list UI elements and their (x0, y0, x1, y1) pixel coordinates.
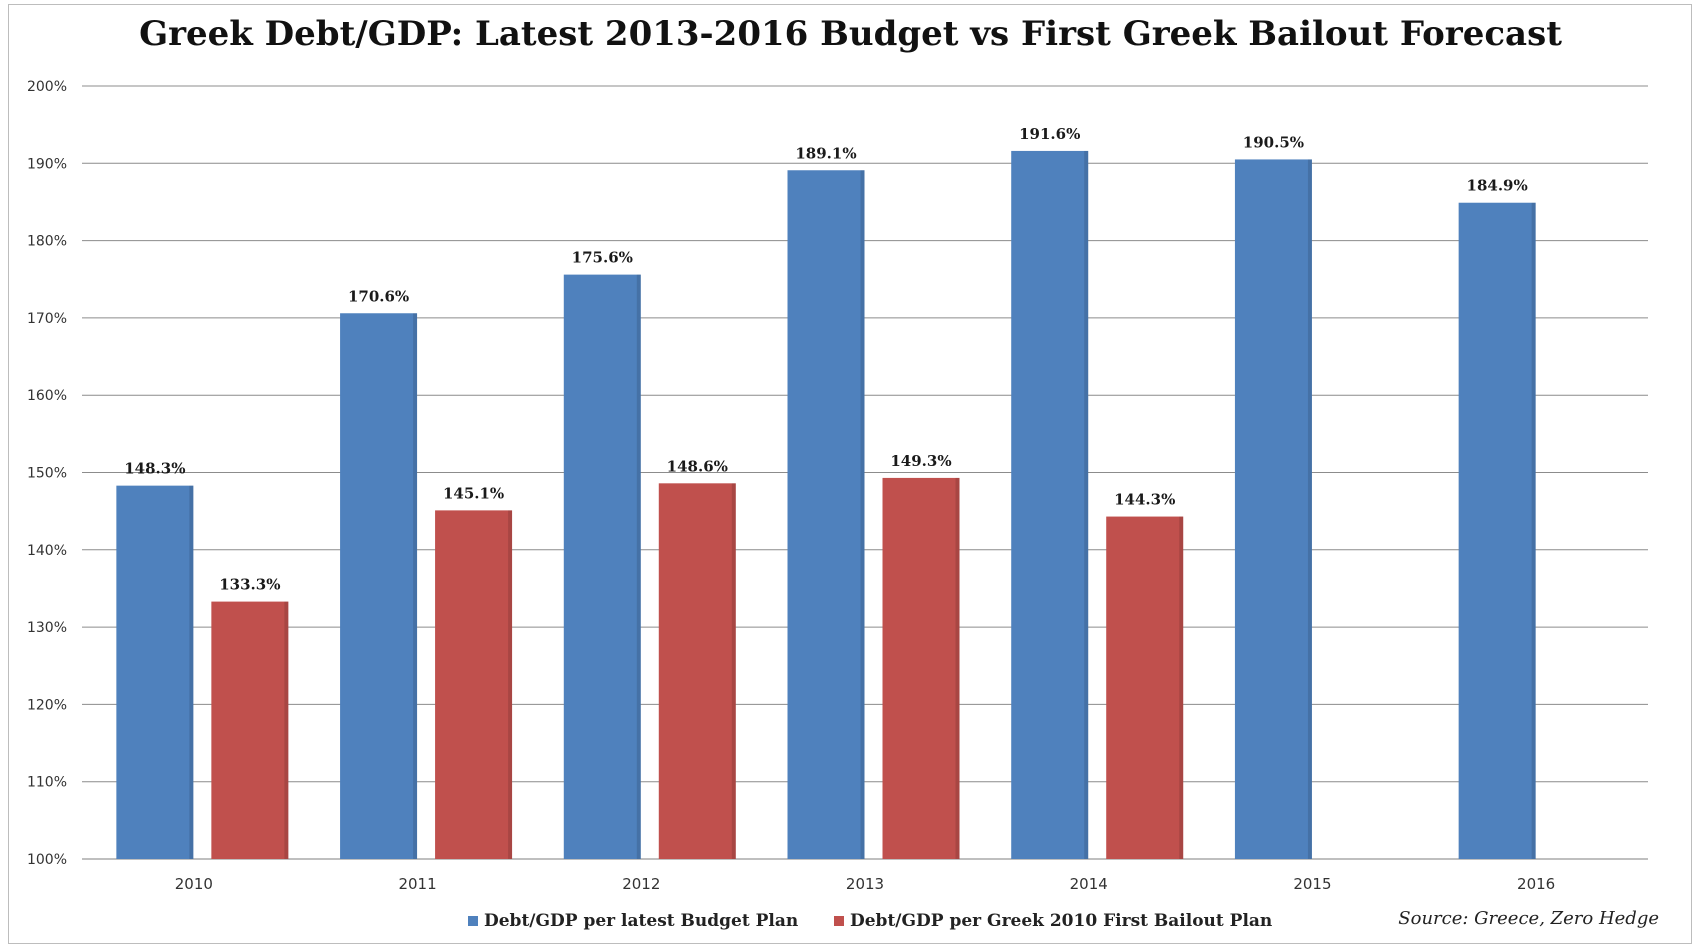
x-axis-tick-labels: 2010 2011 2012 2013 2014 2015 2016 (175, 875, 1555, 893)
bar-bailout-plan (1106, 516, 1184, 859)
bar-budget-plan (1011, 150, 1089, 859)
bar-bailout-plan (882, 477, 960, 859)
legend-swatch-budget-plan (468, 916, 478, 926)
source-note: Source: Greece, Zero Hedge (1398, 908, 1659, 929)
bar-budget-plan (787, 170, 865, 859)
y-tick-label: 180% (27, 234, 67, 250)
bars (116, 150, 1536, 860)
bar-budget-plan (563, 274, 641, 859)
y-tick-label: 160% (27, 388, 67, 404)
x-tick-label: 2015 (1293, 875, 1331, 893)
data-label: 191.6% (1019, 125, 1080, 143)
data-label: 149.3% (890, 452, 951, 470)
legend-swatch-bailout-plan (834, 916, 844, 926)
bar-shade (731, 483, 736, 859)
bar-shade (413, 313, 418, 860)
bar-shade (860, 170, 865, 859)
bar-shade (1084, 150, 1089, 859)
data-label: 133.3% (219, 576, 280, 594)
y-tick-label: 100% (27, 852, 67, 868)
y-tick-label: 170% (27, 311, 67, 327)
legend: Debt/GDP per latest Budget Plan Debt/GDP… (0, 911, 1701, 935)
legend-item-budget-plan: Debt/GDP per latest Budget Plan (468, 911, 798, 931)
y-tick-label: 110% (27, 775, 67, 791)
bar-budget-plan (1458, 202, 1536, 859)
bar-shade (1179, 516, 1184, 859)
x-tick-label: 2012 (622, 875, 660, 893)
legend-label-bailout-plan: Debt/GDP per Greek 2010 First Bailout Pl… (850, 911, 1273, 931)
bar-shade (189, 485, 194, 859)
legend-item-bailout-plan: Debt/GDP per Greek 2010 First Bailout Pl… (834, 911, 1272, 931)
bar-shade (955, 477, 960, 859)
bar-budget-plan (116, 485, 194, 859)
data-label: 144.3% (1114, 491, 1175, 509)
bar-bailout-plan (658, 483, 736, 859)
bar-budget-plan (340, 313, 418, 860)
bar-bailout-plan (211, 601, 289, 859)
data-label: 175.6% (572, 249, 633, 267)
data-label: 170.6% (348, 287, 409, 305)
bar-budget-plan (1234, 159, 1312, 859)
y-tick-label: 200% (27, 79, 67, 95)
x-tick-label: 2011 (398, 875, 436, 893)
bar-shade (1531, 202, 1536, 859)
y-tick-label: 140% (27, 543, 67, 559)
bar-bailout-plan (435, 510, 513, 859)
x-tick-label: 2013 (846, 875, 884, 893)
data-label: 148.6% (667, 457, 728, 475)
y-tick-label: 150% (27, 466, 67, 482)
data-labels: 148.3% 170.6% 175.6% 189.1% 191.6% 190.5% 184.… (124, 125, 1528, 594)
x-tick-label: 2010 (175, 875, 213, 893)
data-label: 190.5% (1243, 133, 1304, 151)
bar-shade (284, 601, 289, 859)
data-label: 148.3% (124, 460, 185, 478)
bar-shade (636, 274, 641, 859)
chart-title: Greek Debt/GDP: Latest 2013-2016 Budget … (139, 14, 1562, 54)
data-label: 184.9% (1467, 177, 1528, 195)
data-label: 145.1% (443, 484, 504, 502)
gridlines (82, 85, 1648, 860)
x-tick-label: 2016 (1517, 875, 1555, 893)
y-axis-tick-labels: 100% 110% 120% 130% 140% 150% 160% 170% 180% 190%… (27, 79, 67, 868)
legend-label-budget-plan: Debt/GDP per latest Budget Plan (484, 911, 799, 931)
y-tick-label: 120% (27, 697, 67, 713)
data-label: 189.1% (795, 144, 856, 162)
bar-shade (508, 510, 513, 859)
bar-shade (1307, 159, 1312, 859)
x-tick-label: 2014 (1070, 875, 1108, 893)
y-tick-label: 130% (27, 620, 67, 636)
y-tick-label: 190% (27, 156, 67, 172)
